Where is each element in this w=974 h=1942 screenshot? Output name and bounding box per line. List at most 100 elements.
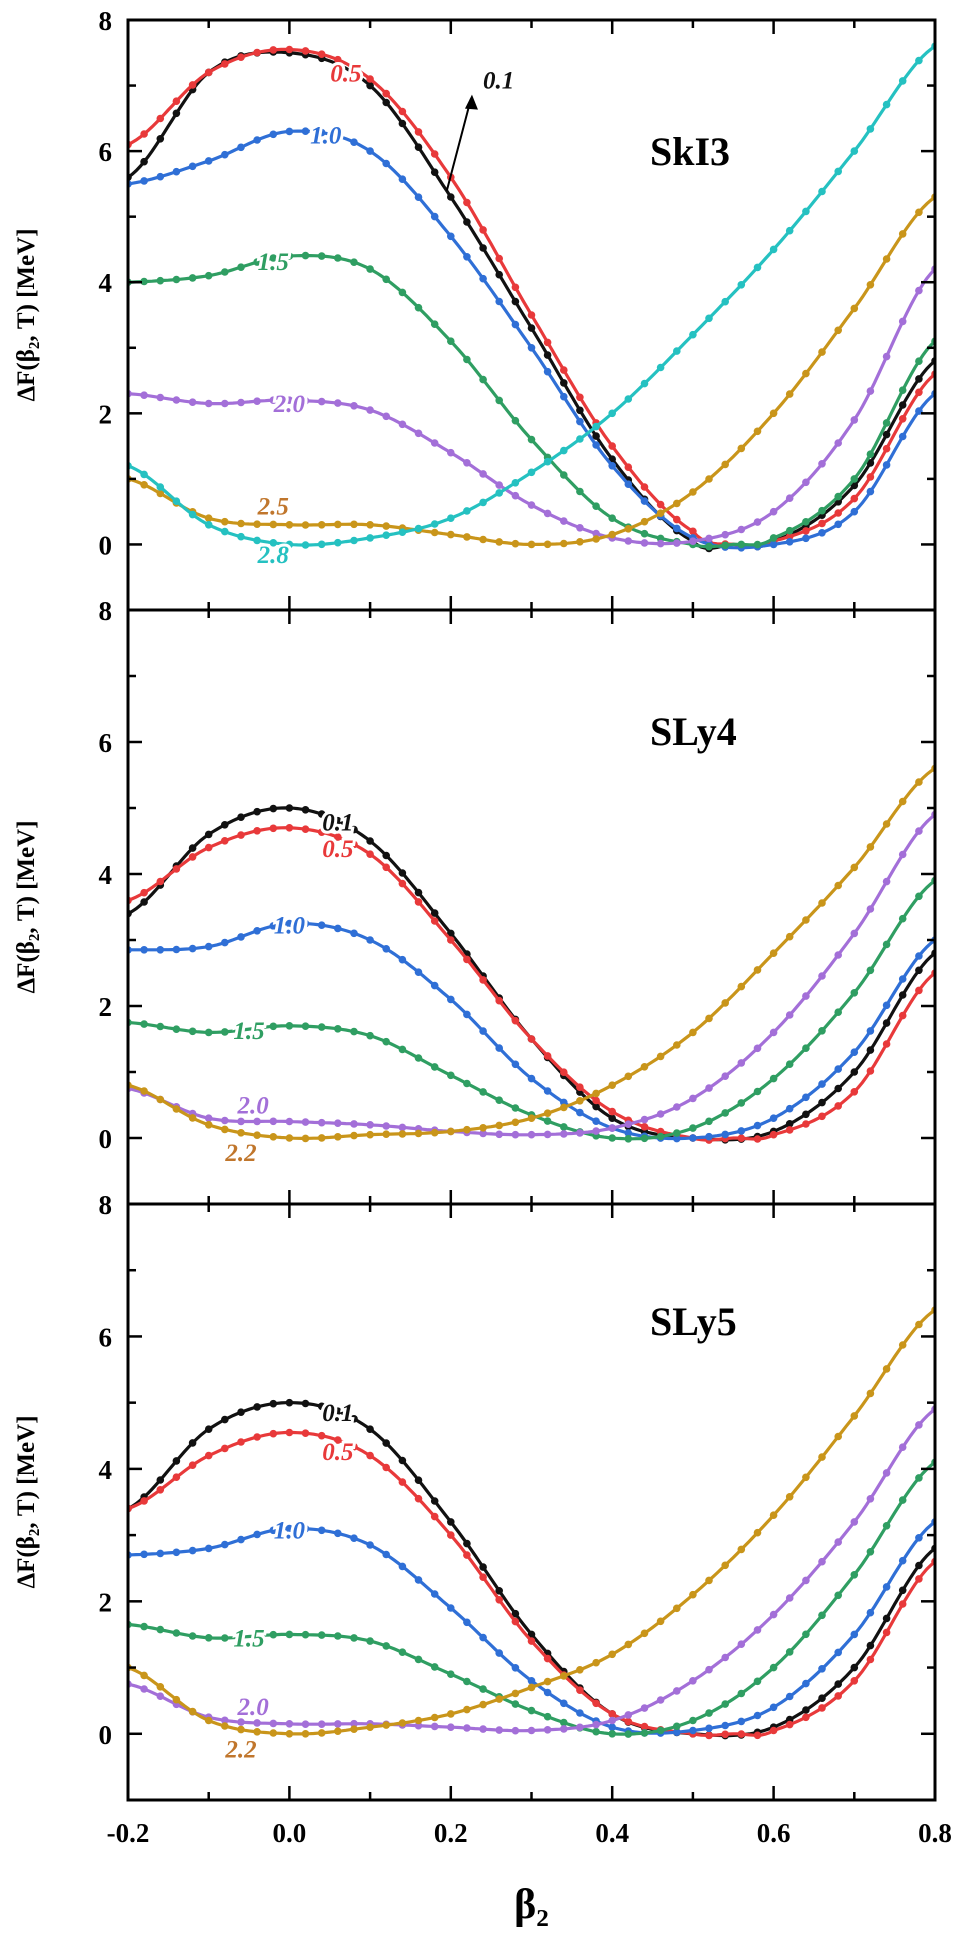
data-point — [785, 1104, 794, 1113]
data-point — [479, 1563, 487, 1571]
data-point — [334, 1632, 342, 1640]
data-point — [188, 398, 197, 407]
data-point — [221, 399, 229, 408]
data-point — [624, 480, 633, 489]
data-point — [350, 138, 358, 146]
data-point — [188, 1707, 197, 1716]
data-point — [656, 1696, 665, 1704]
data-point — [543, 1677, 552, 1686]
curve-label-0.5: 0.5 — [322, 1439, 353, 1466]
data-point — [285, 1022, 294, 1030]
data-point — [495, 1695, 504, 1703]
data-point — [366, 1637, 374, 1645]
data-point — [898, 1443, 907, 1451]
data-point — [624, 1120, 633, 1128]
data-point — [414, 1721, 423, 1730]
data-point — [543, 1688, 552, 1697]
data-point — [753, 427, 762, 436]
data-point — [802, 1473, 810, 1482]
data-point — [818, 529, 826, 537]
data-point — [269, 1399, 278, 1408]
data-point — [495, 254, 504, 263]
data-point — [447, 337, 455, 346]
data-point — [785, 1126, 794, 1134]
data-point — [156, 1476, 165, 1484]
data-point — [737, 1730, 746, 1738]
data-point — [495, 270, 504, 279]
data-point — [495, 1649, 504, 1657]
data-point — [140, 1497, 148, 1505]
data-point — [285, 1428, 294, 1437]
data-point — [188, 274, 197, 282]
data-point — [301, 1730, 310, 1738]
data-point — [576, 487, 584, 496]
data-point — [592, 441, 600, 449]
data-point — [915, 986, 923, 995]
data-point — [592, 1127, 600, 1135]
data-point — [398, 1045, 407, 1054]
curve-label-2.0: 2.0 — [273, 391, 306, 418]
data-point — [350, 1634, 358, 1642]
data-point — [430, 168, 439, 176]
data-point — [656, 509, 665, 517]
data-point — [576, 1723, 584, 1732]
data-point — [253, 136, 261, 144]
data-point — [463, 507, 471, 515]
data-point — [721, 1072, 729, 1080]
data-point — [640, 497, 649, 505]
data-point — [673, 539, 681, 547]
data-point — [818, 460, 826, 468]
data-point — [479, 1027, 487, 1035]
data-point — [640, 1123, 649, 1131]
data-point — [188, 510, 197, 519]
data-point — [576, 1709, 584, 1717]
data-point — [398, 1562, 407, 1571]
data-point — [285, 919, 294, 928]
data-point — [640, 1134, 649, 1143]
data-point — [785, 532, 794, 541]
curve-label-1.5: 1.5 — [233, 1018, 264, 1045]
panel-title: SkI3 — [650, 129, 730, 174]
data-point — [850, 304, 859, 313]
data-point — [753, 1121, 762, 1130]
data-point — [511, 1700, 520, 1708]
data-point — [447, 1604, 455, 1612]
data-point — [511, 283, 520, 292]
data-point — [721, 460, 729, 469]
data-point — [673, 347, 681, 355]
data-point — [592, 1089, 600, 1098]
data-point — [689, 1124, 697, 1132]
data-point — [640, 1115, 649, 1124]
data-point — [430, 520, 439, 528]
data-point — [640, 1704, 649, 1712]
data-point — [172, 1025, 181, 1033]
data-point — [430, 1663, 439, 1671]
data-point — [334, 1119, 342, 1127]
data-point — [479, 244, 487, 252]
data-point — [898, 77, 907, 85]
data-point — [495, 1726, 504, 1734]
data-point — [850, 475, 859, 483]
data-point — [285, 540, 294, 549]
data-point — [673, 1687, 681, 1695]
series-markers-0.1 — [128, 48, 935, 553]
data-point — [560, 446, 568, 455]
data-point — [140, 1671, 148, 1680]
data-point — [866, 1046, 875, 1054]
data-point — [317, 1431, 326, 1440]
data-point — [430, 320, 439, 329]
data-point — [350, 840, 358, 849]
data-point — [382, 1721, 391, 1729]
data-point — [882, 419, 891, 427]
data-point — [269, 396, 278, 405]
data-point — [237, 519, 245, 528]
data-point — [317, 1526, 326, 1535]
data-point — [511, 1726, 520, 1735]
data-point — [140, 1685, 148, 1693]
data-point — [689, 1677, 697, 1685]
data-point — [366, 850, 374, 858]
data-point — [172, 167, 181, 176]
data-point — [608, 1730, 616, 1738]
data-point — [204, 843, 213, 852]
data-point — [334, 1720, 342, 1728]
